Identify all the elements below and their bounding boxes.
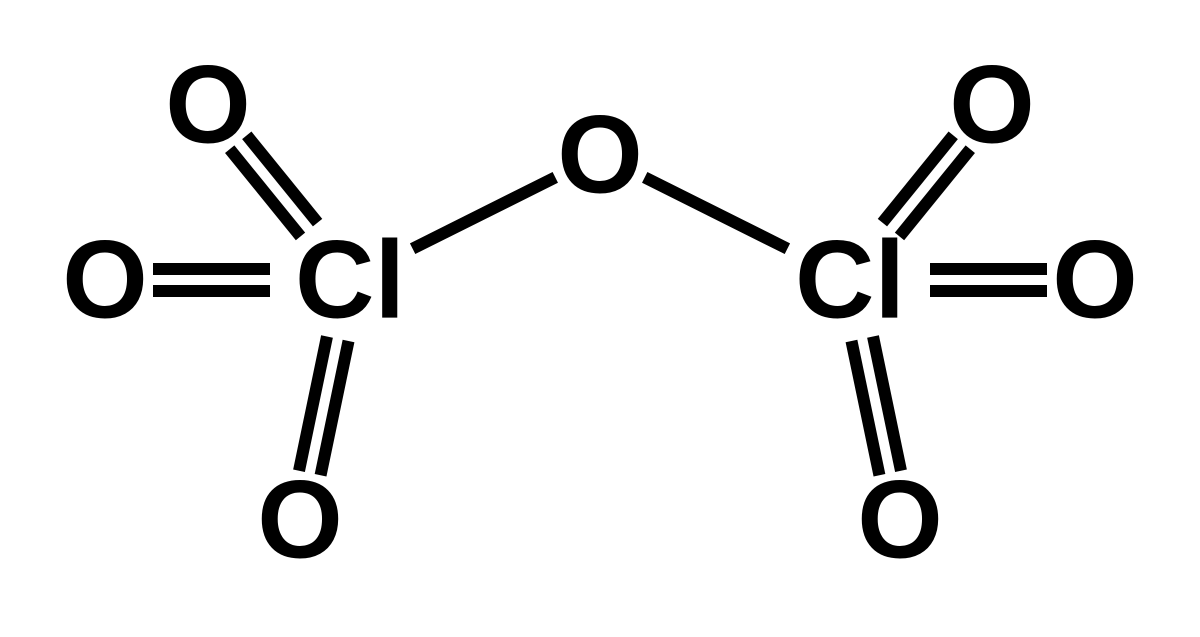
atom-label-Cl_right: Cl xyxy=(795,219,905,342)
atom-label-Cl_left: Cl xyxy=(295,219,405,342)
atom-label-O_center: O xyxy=(557,94,643,217)
atom-label-O_left_bottom: O xyxy=(257,459,343,582)
atom-label-O_right_bottom: O xyxy=(857,459,943,582)
bond-line xyxy=(413,177,556,248)
atom-label-O_left_top: O xyxy=(165,44,251,167)
atoms-group: OClClOOOOOO xyxy=(62,44,1138,582)
atom-label-O_left_side: O xyxy=(62,219,148,342)
chemical-structure-diagram: OClClOOOOOO xyxy=(0,0,1200,637)
atom-label-O_right_side: O xyxy=(1052,219,1138,342)
bond-line xyxy=(645,177,788,248)
atom-label-O_right_top: O xyxy=(949,44,1035,167)
